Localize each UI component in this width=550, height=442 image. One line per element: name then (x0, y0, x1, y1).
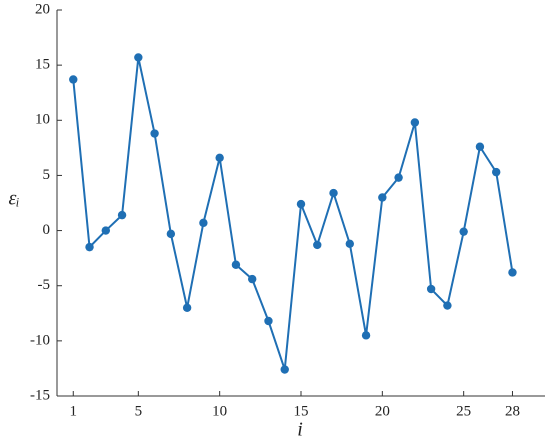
x-tick-label: 5 (135, 403, 143, 419)
data-point (296, 199, 306, 209)
x-tick-label: 20 (375, 403, 390, 419)
x-axis-label: i (297, 419, 303, 441)
y-tick-label: 5 (43, 167, 51, 183)
data-point (426, 284, 436, 294)
y-tick-label: 15 (35, 57, 50, 73)
data-point (329, 188, 338, 198)
data-point (69, 75, 78, 84)
data-point (215, 153, 224, 162)
y-tick-label: -5 (38, 277, 51, 293)
data-point (410, 118, 420, 127)
series-line (72, 57, 514, 370)
data-point (313, 240, 322, 250)
data-point (492, 167, 501, 177)
data-point (117, 210, 127, 220)
y-tick-label: -10 (30, 332, 50, 348)
x-tick-label: 10 (212, 403, 227, 419)
data-point (361, 331, 371, 340)
data-point (150, 129, 159, 138)
data-point (182, 303, 192, 312)
data-point (459, 227, 468, 236)
data-point (394, 173, 403, 182)
data-point (345, 239, 354, 249)
y-axis-label: εᵢ (8, 188, 19, 210)
y-tick-label: 10 (35, 112, 50, 128)
x-tick-label: 28 (505, 403, 520, 419)
data-point (443, 301, 452, 310)
y-tick-label: -15 (30, 387, 50, 403)
data-point (378, 193, 387, 202)
data-point (231, 260, 241, 269)
data-point (280, 365, 289, 374)
data-point (134, 53, 143, 62)
data-point (508, 268, 517, 277)
x-tick-label: 15 (294, 403, 309, 419)
x-tick-label: 25 (456, 403, 471, 419)
data-point (264, 316, 273, 326)
y-tick-label: 20 (35, 1, 50, 17)
data-point (248, 274, 257, 284)
data-point (475, 142, 485, 151)
data-point (199, 218, 208, 228)
data-point (166, 229, 176, 239)
data-point (85, 242, 94, 252)
y-tick-label: 0 (43, 222, 51, 238)
x-tick-label: 1 (70, 403, 78, 419)
data-point (101, 226, 111, 235)
